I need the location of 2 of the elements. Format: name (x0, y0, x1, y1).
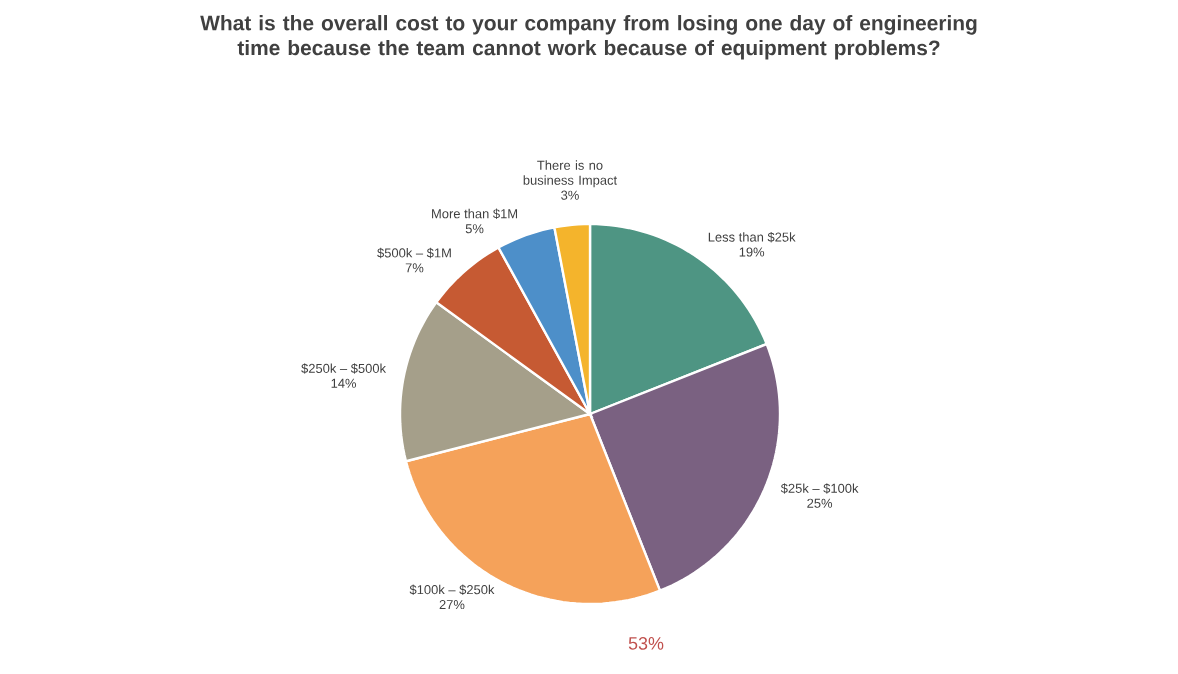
chart-title: What is the overall cost to your company from losing one day of engineering time because the team cannot work because of equipment problems? (200, 15, 977, 60)
text: 53% (628, 637, 664, 650)
